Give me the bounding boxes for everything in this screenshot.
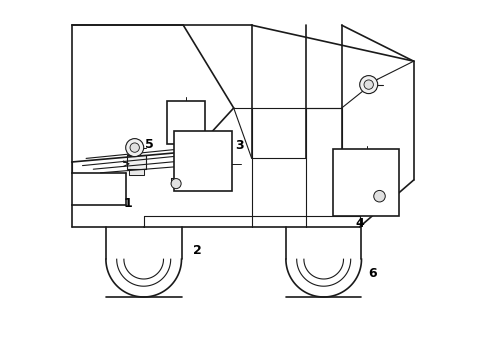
Polygon shape <box>128 169 144 175</box>
Polygon shape <box>183 153 201 171</box>
Polygon shape <box>170 178 181 184</box>
Bar <box>174 131 231 191</box>
Circle shape <box>373 190 385 202</box>
Polygon shape <box>127 155 145 169</box>
Polygon shape <box>192 182 208 189</box>
Polygon shape <box>341 164 365 185</box>
Polygon shape <box>176 110 196 124</box>
Circle shape <box>130 143 139 152</box>
Circle shape <box>125 139 143 157</box>
Bar <box>332 149 399 216</box>
Text: 2: 2 <box>193 244 202 257</box>
Circle shape <box>363 80 373 89</box>
Text: 6: 6 <box>367 267 376 280</box>
Text: 1: 1 <box>123 197 132 210</box>
Polygon shape <box>179 130 183 134</box>
Polygon shape <box>192 173 206 182</box>
Text: 5: 5 <box>144 138 153 150</box>
Text: 3: 3 <box>234 139 243 152</box>
Text: 4: 4 <box>355 217 364 230</box>
Bar <box>167 101 204 144</box>
Circle shape <box>359 76 377 94</box>
Circle shape <box>171 179 181 189</box>
